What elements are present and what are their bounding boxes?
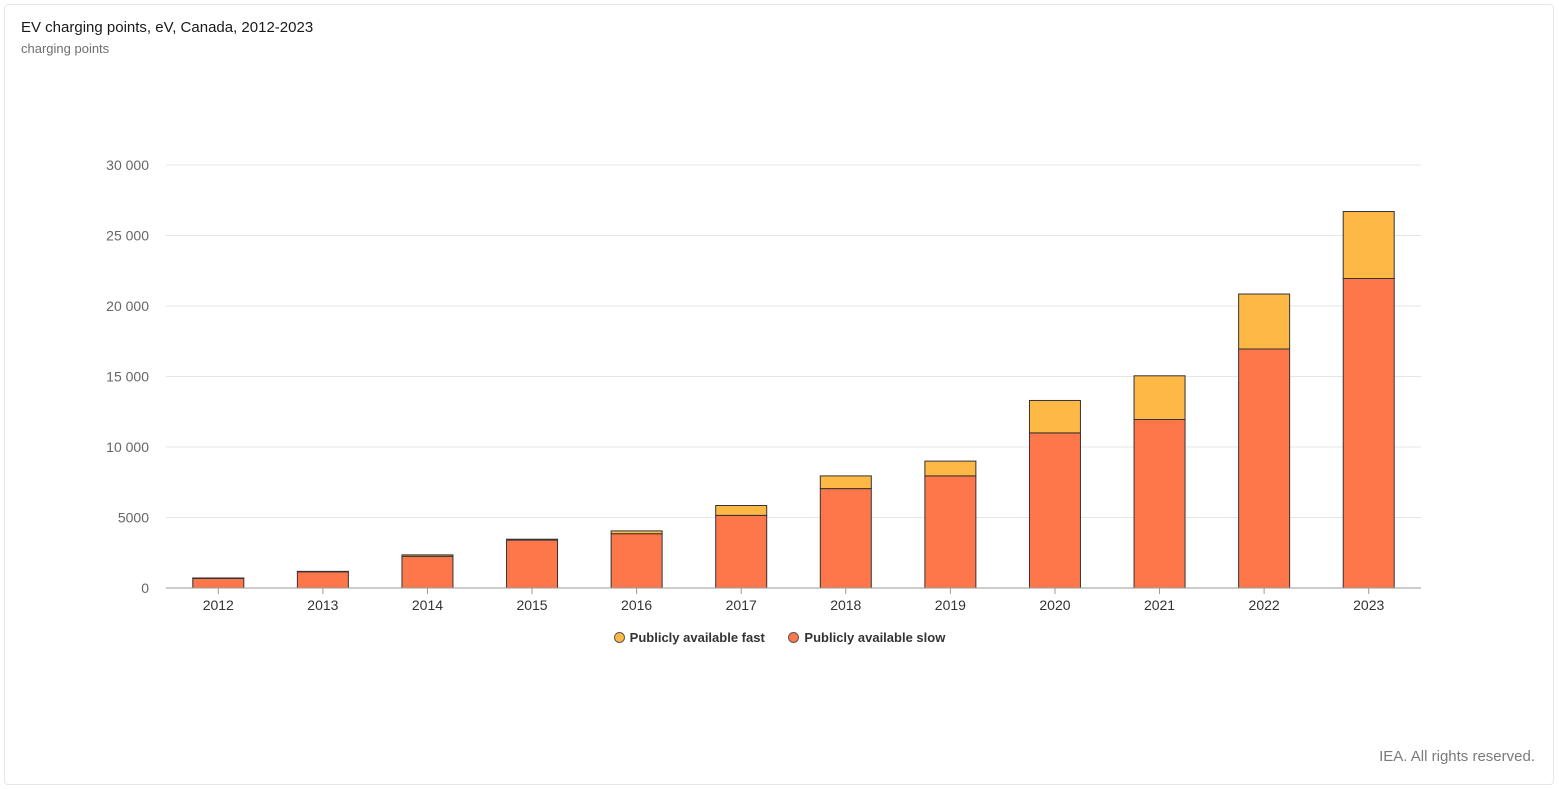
y-tick-label: 15 000	[106, 369, 149, 385]
bar-slow-2014[interactable]	[401, 555, 454, 589]
grid-lines	[166, 164, 1421, 518]
x-tick-label: 2020	[1039, 597, 1070, 613]
x-tick-label: 2022	[1249, 597, 1280, 613]
bar-slow-2016[interactable]	[610, 533, 663, 589]
bar-fast-2016[interactable]	[610, 530, 663, 535]
legend-item-fast[interactable]: Publicly available fast	[613, 630, 765, 645]
bar-slow-2021[interactable]	[1133, 419, 1186, 589]
legend-label-fast: Publicly available fast	[629, 630, 765, 645]
bar-fast-2020[interactable]	[1028, 399, 1081, 434]
x-tick-label: 2021	[1144, 597, 1175, 613]
x-axis-tick-labels: 2012 2013 2014 2015 2016 2017 2018 2019 2020 2021…	[203, 597, 1385, 613]
y-tick-label: 5000	[118, 510, 149, 526]
legend-swatch-fast	[613, 632, 625, 643]
y-tick-label: 30 000	[106, 157, 149, 173]
legend: Publicly available fast Publicly availab…	[0, 630, 1559, 646]
y-axis-tick-labels: 0 5000 10 000 15 000 20 000 25 000 30 000	[106, 157, 149, 596]
x-tick-label: 2014	[412, 597, 443, 613]
bar-slow-2013[interactable]	[296, 571, 349, 589]
x-tick-label: 2013	[307, 597, 338, 613]
bar-fast-2013[interactable]	[296, 570, 349, 573]
bar-fast-2015[interactable]	[506, 538, 559, 541]
x-tick-label: 2017	[726, 597, 757, 613]
bar-fast-2021[interactable]	[1133, 375, 1186, 421]
bar-slow-2012[interactable]	[192, 577, 245, 589]
bar-fast-2023[interactable]	[1342, 211, 1395, 280]
credits[interactable]: IEA. All rights reserved.	[1379, 748, 1535, 765]
chart-subtitle: charging points	[21, 41, 110, 56]
bar-slow-2023[interactable]	[1342, 278, 1395, 589]
bar-fast-2018[interactable]	[819, 475, 872, 490]
legend-item-slow[interactable]: Publicly available slow	[788, 630, 945, 645]
y-tick-label: 25 000	[106, 228, 149, 244]
bar-slow-2015[interactable]	[506, 539, 559, 589]
bar-fast-2012[interactable]	[192, 577, 245, 579]
x-tick-label: 2015	[516, 597, 547, 613]
bar-slow-2017[interactable]	[715, 514, 768, 589]
x-axis	[166, 587, 1421, 594]
x-tick-label: 2016	[621, 597, 652, 613]
x-tick-label: 2018	[830, 597, 861, 613]
legend-swatch-slow	[788, 632, 800, 643]
y-tick-label: 20 000	[106, 298, 149, 314]
bars	[192, 211, 1395, 589]
bar-fast-2019[interactable]	[924, 460, 977, 477]
chart-card	[4, 4, 1554, 785]
chart-title: EV charging points, eV, Canada, 2012-202…	[21, 19, 314, 36]
bar-slow-2022[interactable]	[1238, 348, 1291, 589]
x-tick-label: 2012	[203, 597, 234, 613]
bar-fast-2017[interactable]	[715, 505, 768, 516]
legend-label-slow: Publicly available slow	[804, 630, 946, 645]
bar-slow-2019[interactable]	[924, 475, 977, 589]
bar-slow-2020[interactable]	[1028, 432, 1081, 589]
bar-fast-2014[interactable]	[401, 554, 454, 557]
x-tick-label: 2019	[935, 597, 966, 613]
y-tick-label: 0	[141, 580, 149, 596]
bar-fast-2022[interactable]	[1238, 293, 1291, 350]
y-tick-label: 10 000	[106, 439, 149, 455]
bar-slow-2018[interactable]	[819, 488, 872, 589]
x-tick-label: 2023	[1353, 597, 1384, 613]
